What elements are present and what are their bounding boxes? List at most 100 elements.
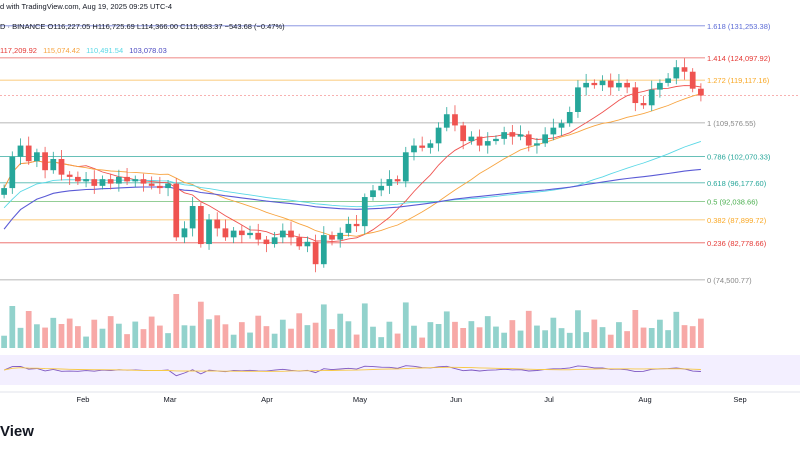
candle-body-9 bbox=[75, 176, 81, 182]
volume-bar-10 bbox=[83, 336, 89, 348]
volume-bar-42 bbox=[345, 321, 352, 348]
candle-body-55 bbox=[452, 114, 458, 126]
volume-bar-59 bbox=[484, 316, 491, 348]
volume-bar-52 bbox=[427, 322, 434, 348]
volume-bar-45 bbox=[370, 326, 376, 348]
volume-bar-44 bbox=[361, 303, 368, 348]
volume-bar-58 bbox=[476, 327, 483, 348]
fib-label-9: 0 (74,500.77) bbox=[707, 276, 752, 285]
ma-value-2: 115,074.42 bbox=[43, 46, 81, 55]
candle-body-64 bbox=[525, 134, 532, 146]
fib-label-3: 1 (109,576.55) bbox=[707, 119, 756, 128]
volume-bar-3 bbox=[25, 311, 32, 348]
volume-bar-41 bbox=[337, 313, 344, 348]
volume-bar-18 bbox=[148, 316, 155, 348]
candle-body-85 bbox=[698, 88, 704, 96]
volume-bar-71 bbox=[583, 332, 590, 348]
candle-body-68 bbox=[558, 123, 565, 128]
fib-label-6: 0.5 (92,038.66) bbox=[707, 197, 758, 206]
volume-bar-38 bbox=[312, 322, 319, 348]
volume-bar-11 bbox=[91, 319, 98, 348]
candle-body-75 bbox=[616, 82, 622, 88]
volume-bar-14 bbox=[115, 323, 122, 348]
volume-bar-67 bbox=[550, 317, 557, 348]
candle-body-24 bbox=[197, 206, 204, 245]
candle-body-45 bbox=[370, 190, 376, 198]
ma-line-slow bbox=[3, 140, 702, 209]
candle-body-11 bbox=[91, 179, 98, 186]
volume-bar-72 bbox=[591, 319, 598, 348]
volume-bar-65 bbox=[534, 325, 540, 348]
ohlc-text: D · BINANCE O116,227.05 H116,725.69 L114… bbox=[0, 22, 285, 31]
ma-value-1: 117,209.92 bbox=[0, 46, 37, 55]
candle-body-43 bbox=[353, 223, 360, 227]
candle-body-25 bbox=[206, 219, 212, 245]
volume-bar-39 bbox=[320, 304, 327, 348]
x-tick-jul: Jul bbox=[544, 395, 554, 404]
volume-bar-29 bbox=[238, 322, 245, 348]
ma-values-row: 117,209.92 115,074.42 110,491.54 103,078… bbox=[0, 46, 171, 55]
volume-bar-27 bbox=[222, 324, 229, 348]
candle-body-31 bbox=[255, 232, 262, 240]
volume-bar-1 bbox=[9, 306, 16, 348]
candle-body-39 bbox=[320, 235, 327, 265]
volume-bar-15 bbox=[124, 334, 130, 348]
x-tick-jun: Jun bbox=[450, 395, 462, 404]
candle-body-81 bbox=[665, 78, 671, 83]
candle-body-23 bbox=[189, 206, 196, 229]
volume-bar-73 bbox=[599, 327, 606, 348]
volume-bar-63 bbox=[517, 330, 524, 348]
volume-bar-54 bbox=[443, 311, 450, 348]
candle-body-7 bbox=[58, 159, 65, 175]
volume-bar-53 bbox=[435, 324, 442, 348]
candle-body-35 bbox=[288, 230, 294, 238]
volume-bar-55 bbox=[452, 321, 458, 348]
candle-body-21 bbox=[173, 183, 180, 238]
candle-body-78 bbox=[640, 103, 647, 106]
candle-body-20 bbox=[165, 183, 171, 189]
candle-body-40 bbox=[329, 235, 335, 240]
volume-bar-13 bbox=[107, 316, 114, 348]
ma-line-medium bbox=[3, 93, 702, 237]
ma-line-long bbox=[3, 168, 701, 230]
candle-body-56 bbox=[460, 125, 467, 142]
candle-body-84 bbox=[689, 71, 696, 89]
candle-body-36 bbox=[296, 237, 303, 247]
volume-bar-9 bbox=[75, 326, 81, 348]
x-tick-mar: Mar bbox=[164, 395, 177, 404]
volume-bar-8 bbox=[66, 318, 73, 348]
volume-bar-40 bbox=[329, 329, 335, 348]
volume-bar-61 bbox=[501, 332, 508, 348]
candle-body-6 bbox=[50, 159, 57, 171]
candle-body-15 bbox=[124, 176, 130, 182]
candle-body-79 bbox=[648, 89, 655, 106]
volume-bar-47 bbox=[386, 321, 393, 348]
ma-value-4: 103,078.03 bbox=[129, 46, 167, 55]
volume-bar-74 bbox=[607, 334, 614, 348]
candle-body-26 bbox=[214, 219, 221, 229]
candle-body-58 bbox=[476, 136, 483, 146]
volume-bar-43 bbox=[353, 334, 360, 348]
volume-bar-0 bbox=[1, 335, 7, 348]
candle-body-17 bbox=[140, 179, 147, 184]
volume-bar-31 bbox=[255, 315, 262, 348]
candle-body-69 bbox=[566, 112, 573, 124]
volume-bar-51 bbox=[419, 337, 426, 348]
candle-body-32 bbox=[263, 239, 270, 245]
candle-body-59 bbox=[484, 141, 491, 146]
candle-body-50 bbox=[411, 145, 417, 153]
candle-body-3 bbox=[25, 145, 32, 162]
x-tick-may: May bbox=[353, 395, 367, 404]
volume-bar-46 bbox=[378, 337, 385, 348]
volume-bar-48 bbox=[394, 333, 401, 348]
source-text: d with TradingView.com, Aug 19, 2025 09:… bbox=[0, 2, 173, 11]
volume-bar-34 bbox=[279, 319, 286, 348]
candle-body-16 bbox=[132, 179, 139, 182]
candle-body-42 bbox=[345, 223, 352, 233]
candle-body-71 bbox=[583, 82, 590, 88]
candle-body-77 bbox=[632, 87, 639, 104]
volume-bar-4 bbox=[34, 324, 40, 348]
candle-body-38 bbox=[312, 241, 319, 265]
candle-body-60 bbox=[493, 138, 499, 142]
fib-label-1: 1.414 (124,097.92) bbox=[707, 54, 771, 63]
